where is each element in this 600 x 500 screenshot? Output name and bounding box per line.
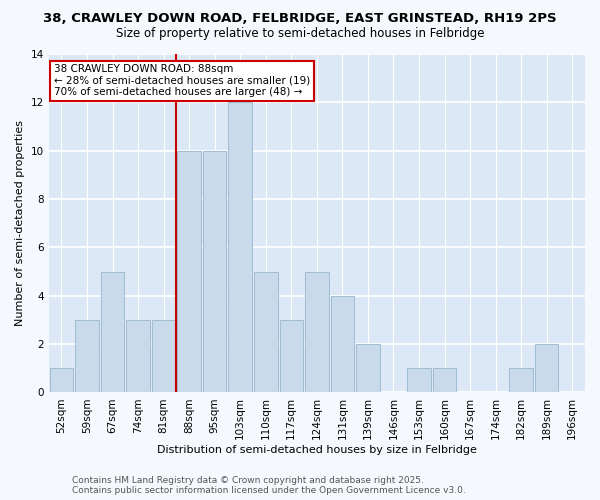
Bar <box>356 344 380 393</box>
Y-axis label: Number of semi-detached properties: Number of semi-detached properties <box>15 120 25 326</box>
Bar <box>152 320 175 392</box>
Bar <box>305 272 329 392</box>
Text: 38, CRAWLEY DOWN ROAD, FELBRIDGE, EAST GRINSTEAD, RH19 2PS: 38, CRAWLEY DOWN ROAD, FELBRIDGE, EAST G… <box>43 12 557 26</box>
Bar <box>203 150 226 392</box>
Bar <box>254 272 278 392</box>
Text: 38 CRAWLEY DOWN ROAD: 88sqm
← 28% of semi-detached houses are smaller (19)
70% o: 38 CRAWLEY DOWN ROAD: 88sqm ← 28% of sem… <box>54 64 310 98</box>
Bar <box>331 296 354 392</box>
Bar <box>535 344 559 393</box>
Bar <box>433 368 456 392</box>
X-axis label: Distribution of semi-detached houses by size in Felbridge: Distribution of semi-detached houses by … <box>157 445 477 455</box>
Bar <box>407 368 431 392</box>
Bar <box>50 368 73 392</box>
Bar <box>509 368 533 392</box>
Bar <box>178 150 201 392</box>
Bar <box>229 102 252 393</box>
Bar <box>101 272 124 392</box>
Bar <box>280 320 303 392</box>
Bar <box>75 320 99 392</box>
Text: Size of property relative to semi-detached houses in Felbridge: Size of property relative to semi-detach… <box>116 28 484 40</box>
Text: Contains HM Land Registry data © Crown copyright and database right 2025.
Contai: Contains HM Land Registry data © Crown c… <box>72 476 466 495</box>
Bar <box>127 320 150 392</box>
